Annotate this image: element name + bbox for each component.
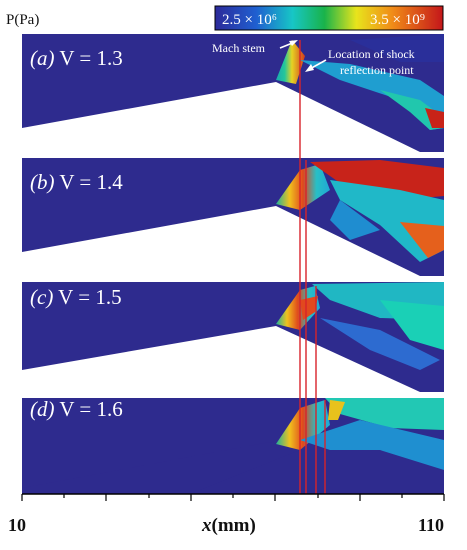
- colorbar-min-label: 2.5 × 10⁶: [222, 12, 277, 28]
- panel-d-text: V = 1.6: [55, 397, 123, 421]
- panel-c-text: V = 1.5: [53, 285, 121, 309]
- pressure-unit-label: P(Pa): [6, 12, 39, 28]
- panel-a-text: V = 1.3: [55, 46, 123, 70]
- panel-a-label: (a) V = 1.3: [30, 46, 123, 70]
- panel-d-label: (d) V = 1.6: [30, 397, 123, 421]
- x-axis-var: x: [201, 515, 212, 536]
- panel-c-tag: (c): [30, 285, 53, 309]
- colorbar-max-label: 3.5 × 10⁹: [370, 12, 425, 28]
- mach-stem-label: Mach stem: [212, 41, 266, 55]
- panel-b-label: (b) V = 1.4: [30, 170, 123, 194]
- x-axis-unit: (mm): [212, 515, 256, 536]
- panel-d-tag: (d): [30, 397, 55, 421]
- panel-b-tag: (b): [30, 170, 55, 194]
- x-axis-label: x(mm): [201, 515, 256, 536]
- wedge-c: [22, 326, 420, 392]
- panel-a-tag: (a): [30, 46, 55, 70]
- mach-stem-arrowhead: [289, 40, 298, 46]
- colorbar: [214, 5, 444, 31]
- reflection-arrowhead: [305, 64, 314, 72]
- wedge-a: [22, 82, 420, 152]
- reflection-label-line2: reflection point: [340, 63, 414, 77]
- x-axis-min-label: 10: [8, 515, 26, 535]
- panel-b: (b) V = 1.4: [22, 158, 444, 276]
- x-axis-ticks: [21, 494, 445, 501]
- wedge-b: [22, 206, 420, 276]
- reflection-label-line1: Location of shock: [328, 47, 415, 61]
- panel-c: (c) V = 1.5: [22, 282, 444, 392]
- panel-a: (a) V = 1.3 Mach stem Location of shock …: [22, 34, 444, 152]
- panel-d: (d) V = 1.6: [22, 397, 444, 494]
- x-axis-max-label: 110: [418, 515, 444, 535]
- panel-c-label: (c) V = 1.5: [30, 285, 122, 309]
- panel-b-text: V = 1.4: [55, 170, 124, 194]
